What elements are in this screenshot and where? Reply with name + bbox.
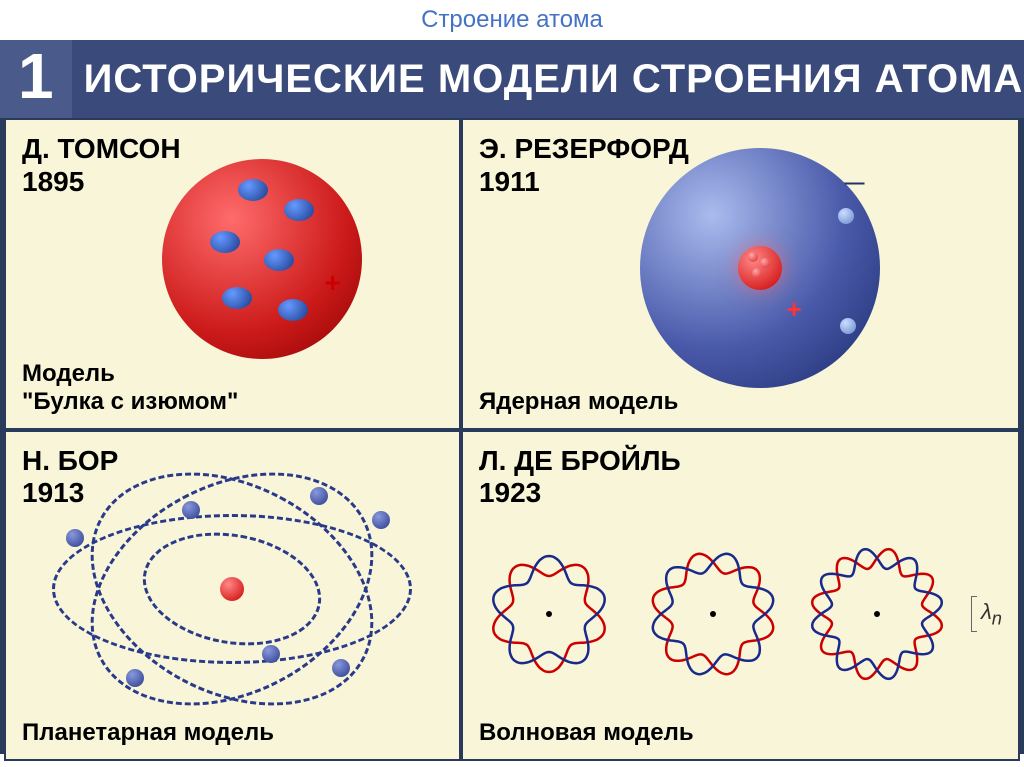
thomson-model-line1: Модель xyxy=(22,360,115,387)
rutherford-model-name: Ядерная модель xyxy=(479,388,1002,416)
thomson-model-name: Модель "Булка с изюмом" xyxy=(22,360,443,416)
electron-icon xyxy=(222,287,252,309)
bohr-diagram xyxy=(22,459,443,719)
rutherford-diagram: + — xyxy=(519,148,1002,388)
debroglie-year: 1923 xyxy=(479,477,1002,509)
minus-icon: — xyxy=(844,172,864,195)
models-grid: Д. ТОМСОН 1895 + Модель "Булка с изюмом"… xyxy=(0,118,1024,754)
header-bar: 1 ИСТОРИЧЕСКИЕ МОДЕЛИ СТРОЕНИЯ АТОМА xyxy=(0,40,1024,118)
electron-icon xyxy=(840,318,856,334)
electron-icon xyxy=(238,179,268,201)
thomson-model-line2: "Булка с изюмом" xyxy=(22,388,238,415)
electron-icon xyxy=(284,199,314,221)
cell-debroglie: Л. ДЕ БРОЙЛЬ 1923 λn Волновая модель xyxy=(461,430,1020,762)
lambda-bracket: λn xyxy=(971,596,1002,632)
electron-icon xyxy=(278,299,308,321)
standing-wave-icon xyxy=(643,544,783,684)
electron-icon xyxy=(66,529,84,547)
electron-icon xyxy=(372,511,390,529)
debroglie-diagram: λn xyxy=(479,509,1002,719)
cell-thomson: Д. ТОМСОН 1895 + Модель "Булка с изюмом" xyxy=(4,118,461,430)
debroglie-author: Л. ДЕ БРОЙЛЬ xyxy=(479,444,1002,478)
section-number-badge: 1 xyxy=(0,40,72,118)
bohr-model-name: Планетарная модель xyxy=(22,719,443,747)
cell-rutherford: Э. РЕЗЕРФОРД 1911 + — Ядерная модель xyxy=(461,118,1020,430)
electron-icon xyxy=(264,249,294,271)
standing-wave-icon xyxy=(479,544,619,684)
lambda-label: λn xyxy=(981,599,1002,629)
standing-wave-icon xyxy=(807,544,947,684)
page-title: Строение атома xyxy=(0,0,1024,40)
electron-icon xyxy=(838,208,854,224)
plus-icon: + xyxy=(786,294,801,325)
nucleus-icon xyxy=(738,246,782,290)
plus-icon: + xyxy=(324,267,340,299)
thomson-diagram: + xyxy=(82,158,443,360)
cell-bohr: Н. БОР 1913 Планетарная модель xyxy=(4,430,461,762)
debroglie-model-name: Волновая модель xyxy=(479,719,1002,747)
electron-icon xyxy=(210,231,240,253)
header-title: ИСТОРИЧЕСКИЕ МОДЕЛИ СТРОЕНИЯ АТОМА xyxy=(84,57,1024,102)
